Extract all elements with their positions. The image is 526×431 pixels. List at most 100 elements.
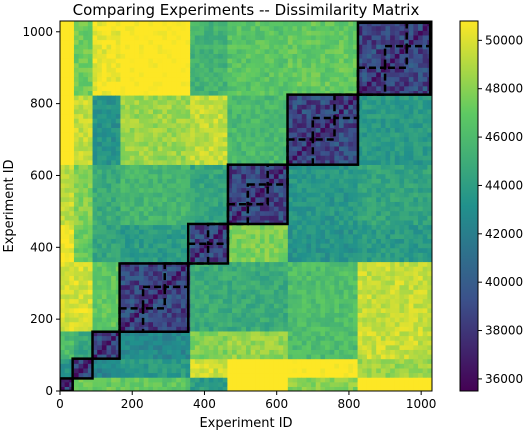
heatmap-cell xyxy=(64,30,70,36)
heatmap-cell xyxy=(306,284,312,290)
heatmap-cell xyxy=(250,67,256,73)
heatmap-cell xyxy=(259,363,266,369)
heatmap-cell xyxy=(111,196,117,202)
heatmap-cell xyxy=(106,48,112,54)
heatmap-cell xyxy=(129,71,135,78)
heatmap-cell xyxy=(97,58,103,64)
heatmap-cell xyxy=(78,44,84,50)
heatmap-cell xyxy=(222,303,228,309)
heatmap-cell xyxy=(78,247,84,253)
heatmap-cell xyxy=(241,85,247,91)
heatmap-cell xyxy=(199,233,205,239)
heatmap-cell xyxy=(343,289,349,295)
heatmap-cell xyxy=(339,58,345,64)
heatmap-cell xyxy=(343,363,349,369)
heatmap-cell xyxy=(273,363,280,369)
heatmap-cell xyxy=(171,335,177,341)
heatmap-cell xyxy=(199,335,205,341)
heatmap-cell xyxy=(255,261,261,267)
heatmap-cell xyxy=(315,354,321,360)
heatmap-cell xyxy=(78,21,84,27)
heatmap-cell xyxy=(232,58,238,64)
heatmap-cell xyxy=(213,113,219,119)
heatmap-cell xyxy=(241,344,247,350)
heatmap-cell xyxy=(199,132,205,138)
heatmap-cell xyxy=(292,39,298,45)
heatmap-cell xyxy=(97,381,103,387)
heatmap-cell xyxy=(171,280,177,286)
heatmap-cell xyxy=(278,30,284,36)
heatmap-cell xyxy=(241,303,247,309)
heatmap-cell xyxy=(125,335,131,341)
heatmap-cell xyxy=(297,127,303,133)
heatmap-cell xyxy=(139,363,145,369)
heatmap-cell xyxy=(97,219,103,226)
heatmap-cell xyxy=(222,210,228,216)
heatmap-cell xyxy=(334,173,340,179)
heatmap-cell xyxy=(87,169,94,175)
heatmap-cell xyxy=(134,256,140,263)
heatmap-cell xyxy=(134,326,140,332)
heatmap-cell xyxy=(315,155,321,161)
heatmap-cell xyxy=(292,312,298,318)
heatmap-cell xyxy=(232,219,238,226)
heatmap-cell xyxy=(297,182,303,189)
heatmap-cell xyxy=(311,372,317,378)
heatmap-cell xyxy=(199,169,205,175)
heatmap-cell xyxy=(227,219,233,226)
heatmap-cell xyxy=(134,354,140,360)
heatmap-cell xyxy=(171,224,177,230)
heatmap-cell xyxy=(134,321,140,327)
heatmap-cell xyxy=(255,340,261,346)
heatmap-cell xyxy=(287,335,294,341)
heatmap-cell xyxy=(250,243,256,249)
heatmap-cell xyxy=(250,34,256,41)
heatmap-cell xyxy=(315,256,321,263)
heatmap-cell xyxy=(292,367,298,374)
heatmap-cell xyxy=(255,386,261,391)
heatmap-cell xyxy=(306,67,312,73)
heatmap-cell xyxy=(306,159,312,165)
heatmap-cell xyxy=(297,372,303,378)
heatmap-cell xyxy=(139,192,145,198)
heatmap-cell xyxy=(180,210,187,216)
heatmap-cell xyxy=(180,141,187,147)
heatmap-cell xyxy=(269,367,275,374)
heatmap-cell xyxy=(199,178,205,184)
heatmap-cell xyxy=(222,335,228,341)
heatmap-cell xyxy=(180,99,187,105)
heatmap-cell xyxy=(60,284,66,290)
heatmap-cell xyxy=(166,210,173,216)
heatmap-cell xyxy=(78,95,84,101)
heatmap-cell xyxy=(232,289,238,295)
heatmap-cell xyxy=(157,289,163,295)
heatmap-cell xyxy=(329,150,335,156)
heatmap-cell xyxy=(180,95,187,101)
heatmap-cell xyxy=(264,219,270,226)
heatmap-cell xyxy=(185,44,191,50)
heatmap-cell xyxy=(162,169,168,175)
heatmap-cell xyxy=(97,275,103,281)
heatmap-cell xyxy=(241,145,247,152)
heatmap-cell xyxy=(157,178,163,184)
heatmap-cell xyxy=(259,145,266,152)
heatmap-cell xyxy=(339,284,345,290)
heatmap-cell xyxy=(78,330,84,337)
heatmap-cell xyxy=(204,141,210,147)
heatmap-cell xyxy=(162,39,168,45)
heatmap-cell xyxy=(125,122,131,128)
heatmap-cell xyxy=(180,173,187,179)
heatmap-cell xyxy=(97,233,103,239)
heatmap-cell xyxy=(311,58,317,64)
heatmap-cell xyxy=(60,349,66,355)
heatmap-cell xyxy=(348,303,354,309)
heatmap-cell xyxy=(311,53,317,59)
heatmap-cell xyxy=(301,358,308,364)
heatmap-cell xyxy=(143,108,149,115)
heatmap-cell xyxy=(218,372,224,378)
heatmap-cell xyxy=(73,127,80,133)
heatmap-cell xyxy=(204,340,210,346)
heatmap-cell xyxy=(120,81,126,87)
heatmap-cell xyxy=(106,159,112,165)
heatmap-cell xyxy=(246,39,252,45)
